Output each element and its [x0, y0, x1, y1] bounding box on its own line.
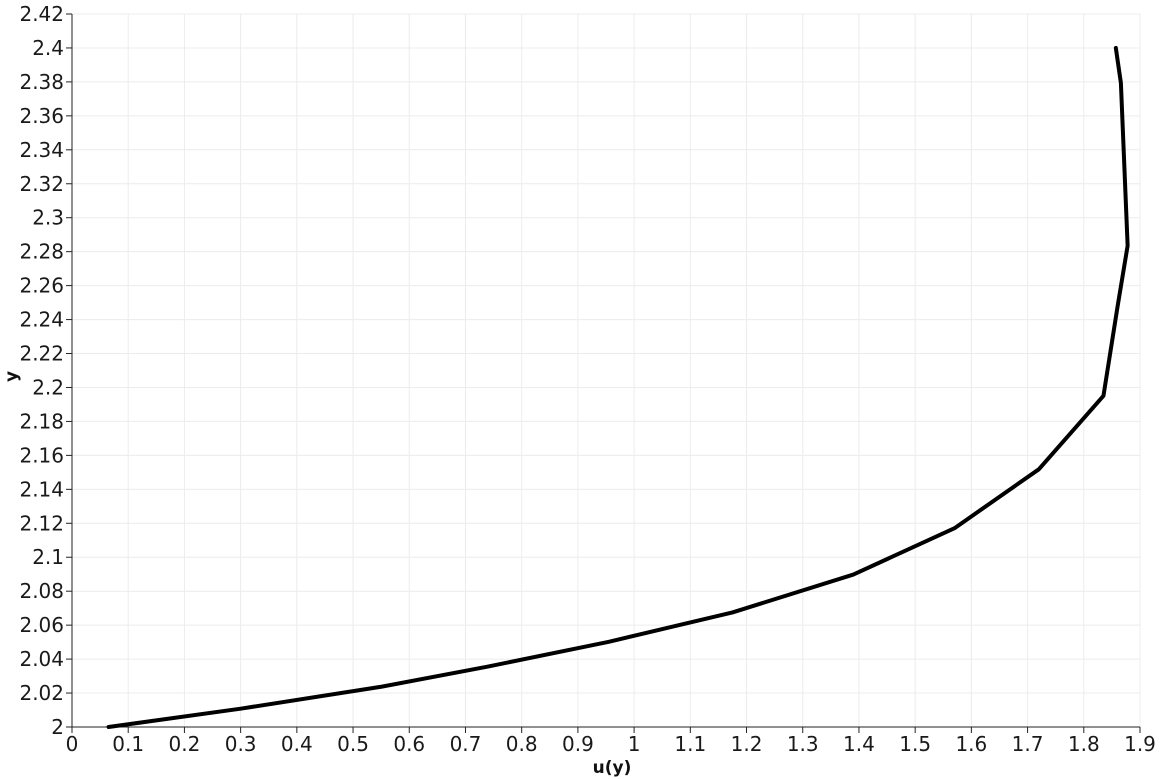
y-tick-label: 2.22 [19, 342, 64, 366]
x-tick-label: 0.4 [281, 732, 313, 756]
x-tick-label: 0.5 [337, 732, 369, 756]
data-point [240, 708, 242, 710]
y-tick-label: 2.2 [32, 375, 64, 399]
series-line [106, 45, 1130, 729]
x-tick-label: 1.5 [899, 732, 931, 756]
x-tick-label: 0 [66, 732, 79, 756]
x-tick-label: 1.1 [674, 732, 706, 756]
y-tick-label: 2.02 [19, 681, 64, 705]
x-axis-title: u(y) [593, 758, 632, 778]
series-group [106, 45, 1130, 729]
y-tick-label: 2.08 [19, 579, 64, 603]
x-tick-label: 0.6 [393, 732, 425, 756]
data-point [954, 527, 956, 529]
data-point [487, 666, 489, 668]
y-tick-label: 2.04 [19, 647, 64, 671]
x-tick-label: 1.7 [1012, 732, 1044, 756]
y-tick-label: 2.28 [19, 240, 64, 264]
x-tick-label: 0.1 [112, 732, 144, 756]
data-point [731, 611, 733, 613]
y-tick-label: 2.34 [19, 138, 64, 162]
x-tick-label: 1 [628, 732, 641, 756]
y-tick-label: 2.06 [19, 613, 64, 637]
y-tick-label: 2.26 [19, 274, 64, 298]
axes: 0 0.1 0.2 0.3 0.4 0.5 0.6 0.7 0.8 0.9 1 1.1 1.2 1.3 1.… [19, 2, 1155, 756]
y-tick-label: 2.36 [19, 104, 64, 128]
x-tick-label: 1.9 [1124, 732, 1156, 756]
x-tick-label: 1.6 [955, 732, 987, 756]
data-point [852, 574, 854, 576]
y-tick-label: 2.4 [32, 36, 64, 60]
x-tick-label: 0.7 [450, 732, 482, 756]
data-point [1120, 82, 1122, 84]
data-point [380, 686, 382, 688]
data-point [1117, 306, 1119, 308]
x-tick-label: 1.4 [843, 732, 875, 756]
y-tick-label: 2.16 [19, 443, 64, 467]
data-point [108, 726, 110, 728]
x-tick-label: 0.3 [225, 732, 257, 756]
data-point [608, 641, 610, 643]
y-tick-label: 2.12 [19, 511, 64, 535]
y-tick-label: 2.42 [19, 2, 64, 26]
grid-lines [71, 13, 1141, 728]
y-tick-label: 2.38 [19, 70, 64, 94]
x-tick-label: 1.2 [731, 732, 763, 756]
y-tick-label: 2.1 [32, 545, 64, 569]
y-tick-label: 2.24 [19, 308, 64, 332]
data-point [1115, 47, 1117, 49]
x-tick-label: 0.9 [562, 732, 594, 756]
x-tick-label: 1.3 [787, 732, 819, 756]
data-point [1127, 245, 1129, 247]
y-axis-title: y [2, 371, 22, 382]
x-tick-label: 0.8 [506, 732, 538, 756]
x-tick-label: 1.8 [1068, 732, 1100, 756]
y-tick-label: 2.18 [19, 409, 64, 433]
y-tick-label: 2.14 [19, 477, 64, 501]
data-point [1102, 395, 1104, 397]
y-tick-label: 2.32 [19, 172, 64, 196]
data-point [1038, 468, 1040, 470]
y-tick-label: 2 [51, 715, 64, 739]
x-tick-label: 0.2 [169, 732, 201, 756]
y-tick-label: 2.3 [32, 206, 64, 230]
